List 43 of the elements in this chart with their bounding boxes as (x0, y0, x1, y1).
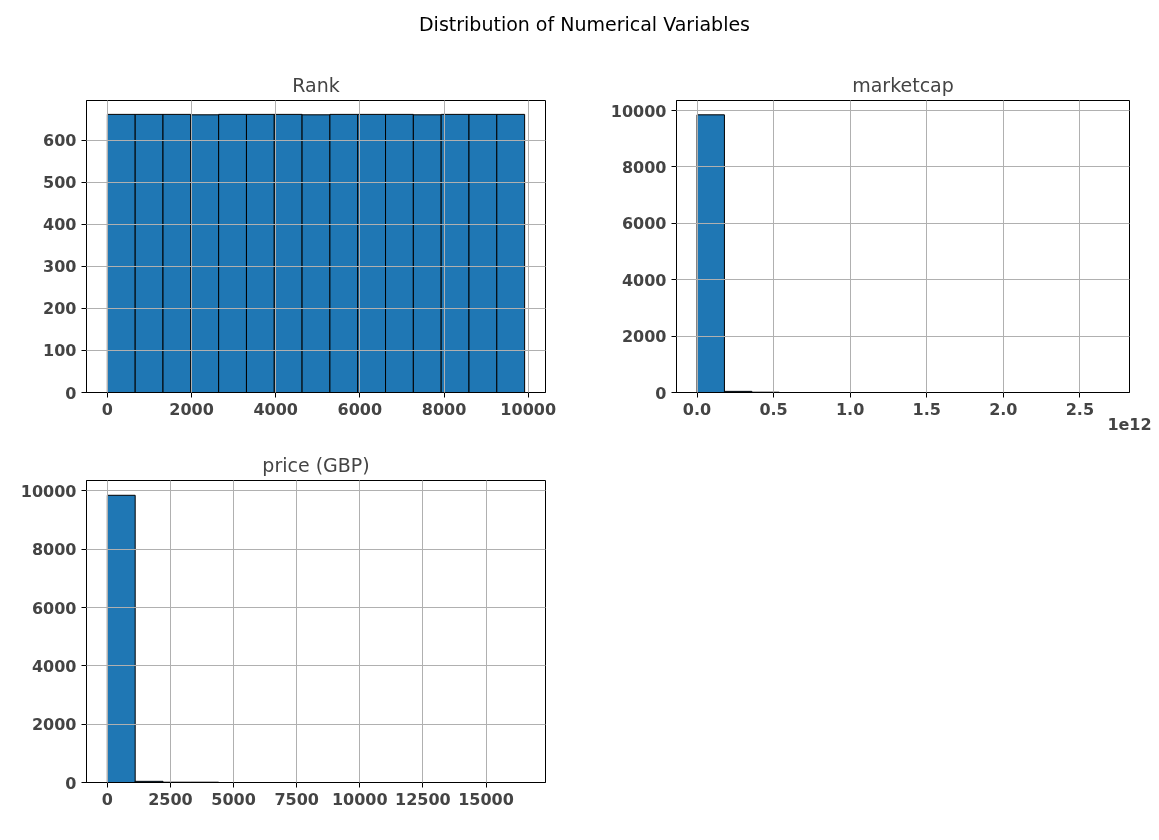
x-tick-label: 1.0 (835, 399, 865, 419)
x-tick-label: 0.5 (759, 399, 788, 419)
y-tick-label: 4000 (621, 270, 667, 290)
y-tick-label: 300 (43, 257, 77, 277)
x-tick-label: 7500 (274, 789, 319, 809)
x-tick-label: 15000 (458, 789, 514, 809)
y-tick-label: 2000 (31, 715, 77, 735)
y-tick-label: 4000 (31, 656, 77, 676)
x-tick-label: 1.5 (912, 399, 941, 419)
text: 1e12 (1107, 414, 1152, 434)
y-tick-label: 8000 (621, 157, 667, 177)
x-tick-label: 6000 (337, 399, 383, 419)
y-tick-label: 600 (43, 131, 77, 151)
x-tick-label: 2.5 (1065, 399, 1095, 419)
y-tick-label: 10000 (20, 481, 77, 501)
x-tick-label: 2.0 (989, 399, 1018, 419)
x-tick-label: 5000 (211, 789, 256, 809)
x-tick-label: 12500 (395, 789, 451, 809)
y-tick-label: 500 (43, 173, 77, 193)
y-tick-label: 10000 (610, 101, 667, 121)
x-tick-label: 2500 (148, 789, 193, 809)
chart-title: marketcap (852, 73, 954, 96)
text: Distribution of Numerical Variables (418, 12, 750, 37)
y-tick-label: 8000 (31, 540, 77, 560)
y-tick-label: 6000 (31, 598, 77, 618)
x-tick-label: 10000 (500, 399, 557, 419)
y-tick-label: 6000 (621, 214, 667, 234)
y-tick-label: 0 (65, 383, 77, 403)
chart-title: price (GBP) (262, 453, 370, 476)
y-tick-label: 2000 (621, 327, 667, 347)
y-tick-label: 400 (43, 215, 77, 235)
y-tick-label: 100 (43, 341, 77, 361)
x-tick-label: 10000 (331, 789, 388, 809)
x-tick-label: 0.0 (682, 399, 712, 419)
x-tick-label: 0 (101, 789, 113, 809)
x-tick-label: 0 (101, 399, 113, 419)
y-tick-label: 200 (43, 299, 77, 319)
y-tick-label: 0 (65, 773, 77, 793)
x-tick-label: 4000 (253, 399, 298, 419)
x-tick-label: 8000 (421, 399, 467, 419)
y-tick-label: 0 (655, 383, 667, 403)
chart-title: Rank (292, 73, 340, 96)
x-tick-label: 2000 (169, 399, 214, 419)
